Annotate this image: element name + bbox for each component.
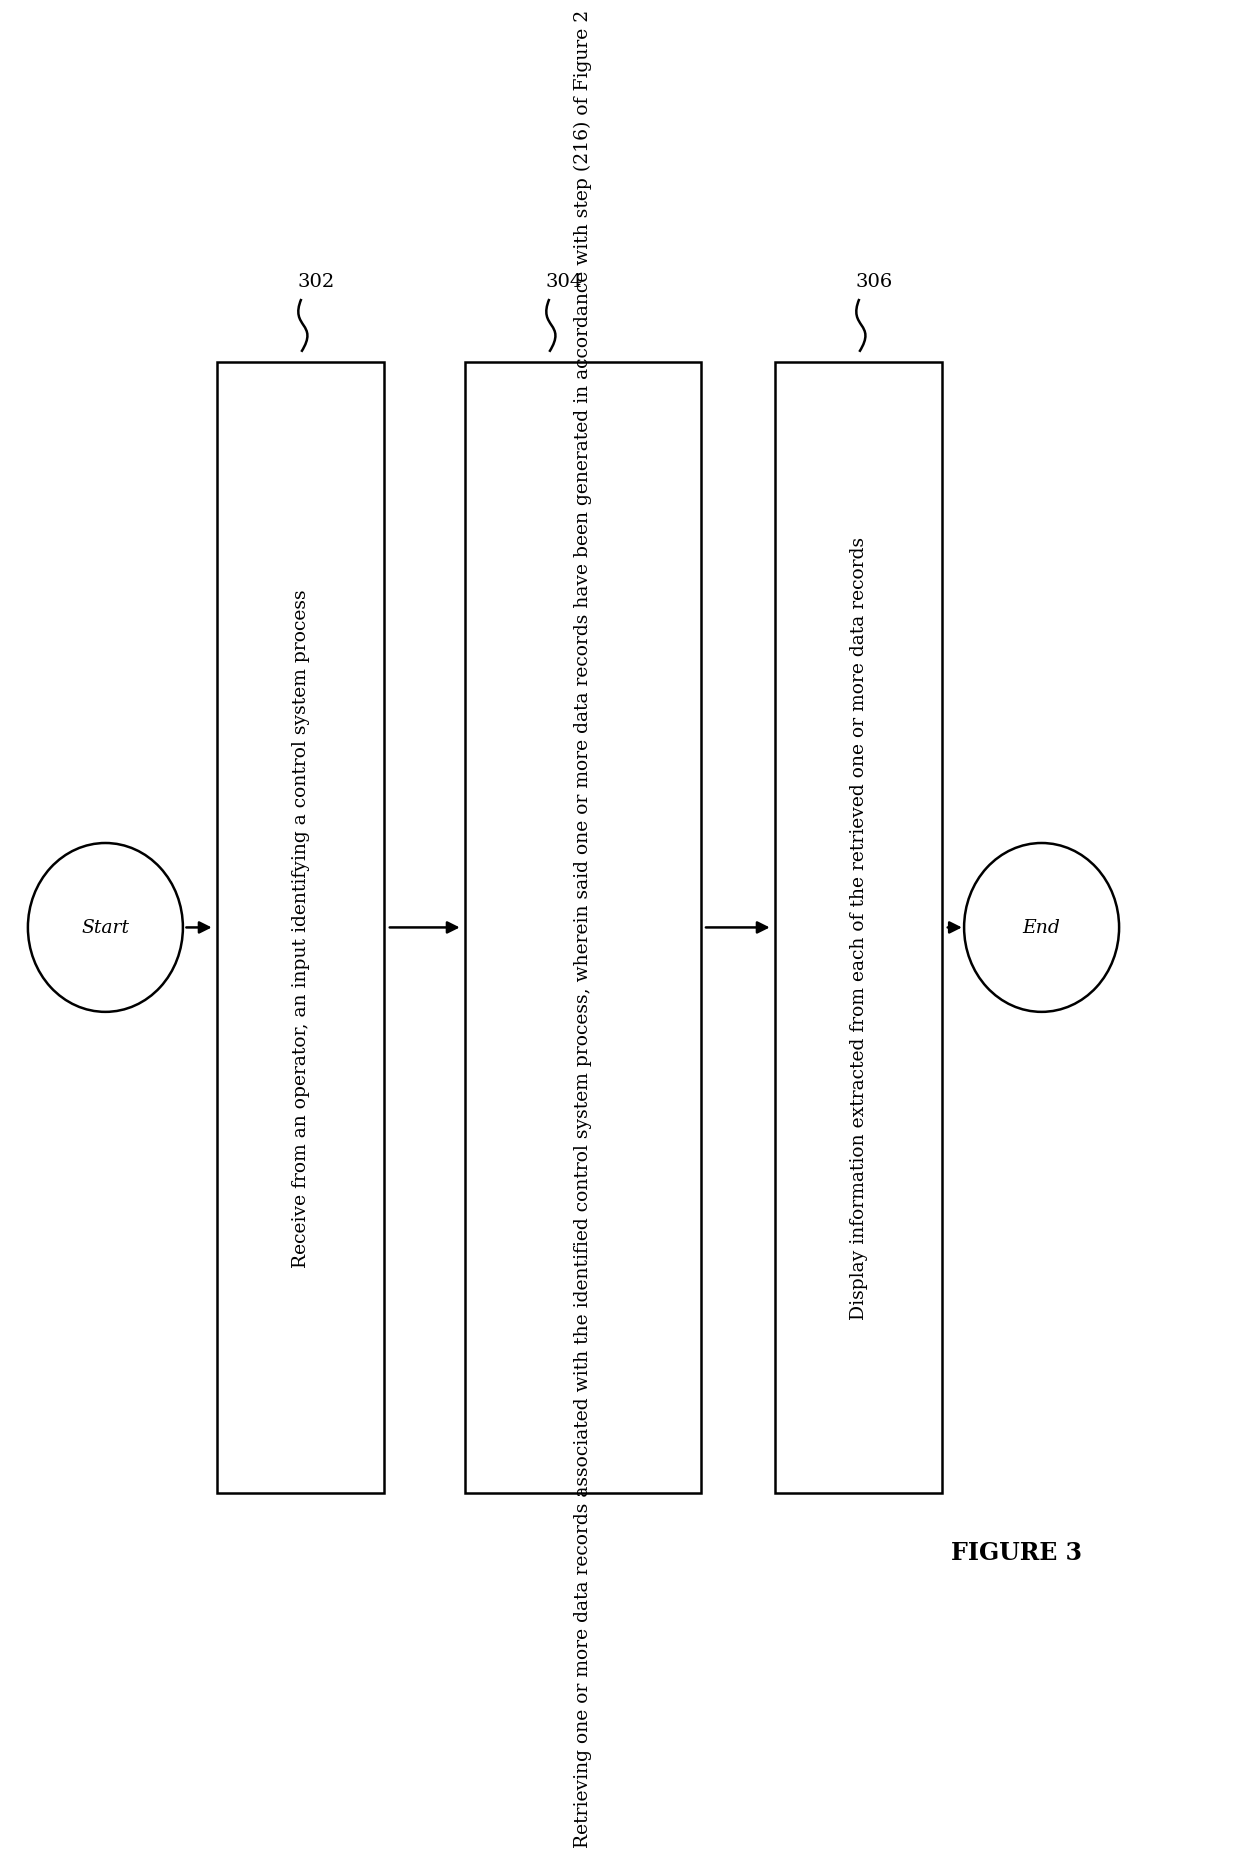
Ellipse shape (29, 843, 184, 1012)
Bar (217, 362, 384, 1493)
Text: Receive from an operator, an input identifying a control system process: Receive from an operator, an input ident… (291, 589, 310, 1266)
Text: Retrieving one or more data records associated with the identified control syste: Retrieving one or more data records asso… (574, 9, 591, 1846)
Text: Display information extracted from each of the retrieved one or more data record: Display information extracted from each … (849, 537, 868, 1318)
Bar (465, 362, 701, 1493)
Text: End: End (1023, 919, 1060, 938)
Text: Start: Start (82, 919, 129, 938)
Ellipse shape (965, 843, 1118, 1012)
Text: 304: 304 (546, 273, 583, 292)
Text: 302: 302 (298, 273, 335, 292)
Bar (775, 362, 942, 1493)
Text: FIGURE 3: FIGURE 3 (951, 1539, 1083, 1564)
Text: 306: 306 (856, 273, 893, 292)
